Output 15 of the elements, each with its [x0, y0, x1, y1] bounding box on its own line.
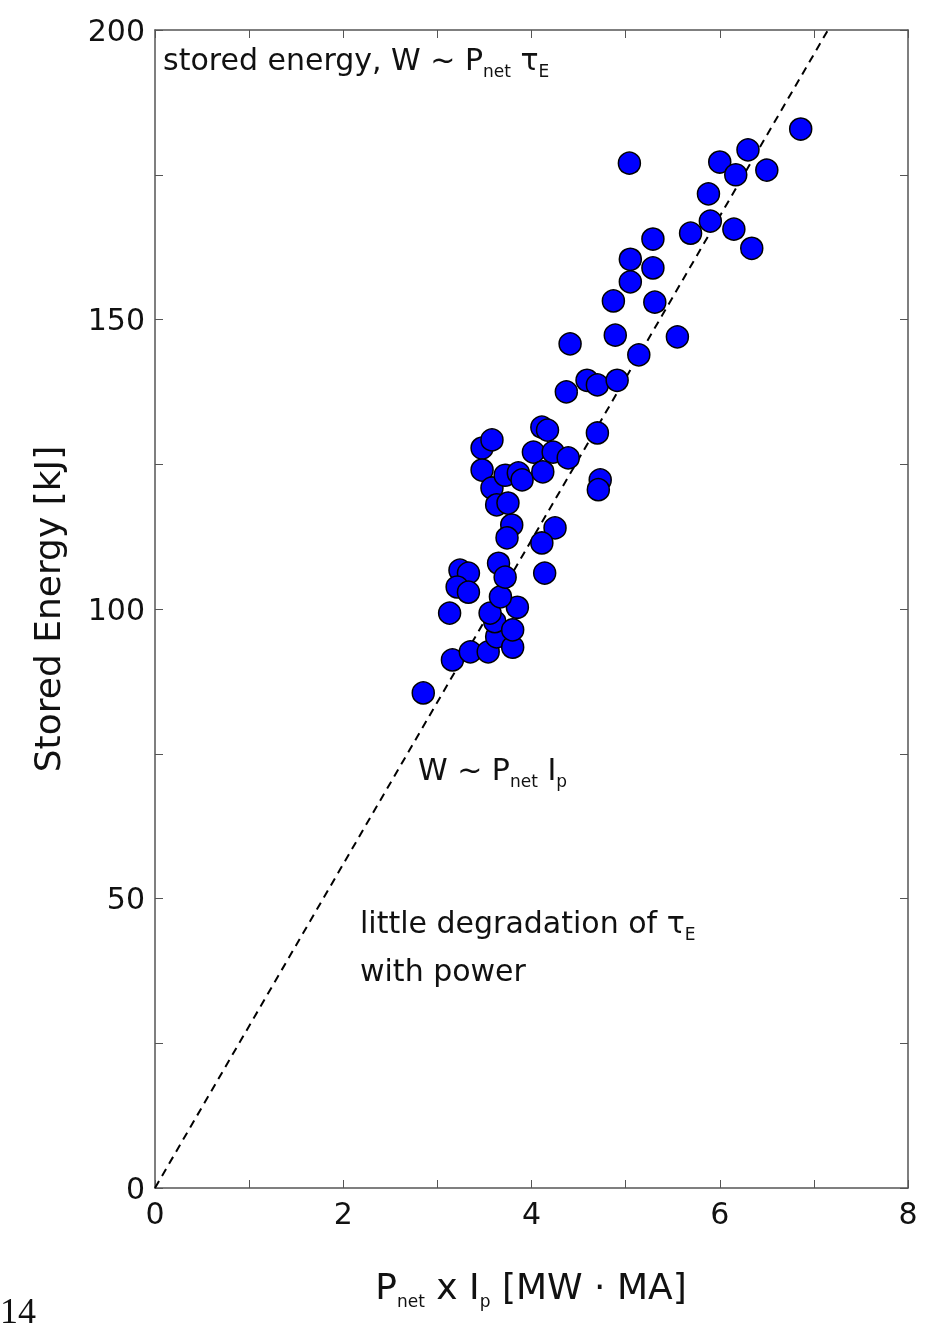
y-tick-label: 50	[106, 881, 145, 916]
x-tick-label: 2	[333, 1195, 353, 1231]
y-tick-label: 150	[87, 302, 145, 337]
x-tick-label: 8	[898, 1195, 918, 1231]
annotation: stored energy, W ~ P$_{net}$ τ$_{E}$	[163, 42, 550, 82]
annotation: W ~ P$_{net}$ I$_{p}$	[418, 752, 568, 792]
x-tick-label: 4	[521, 1195, 542, 1231]
x-axis-title: P$_{net}$ x I$_{p}$ [MW · MA]	[375, 1265, 687, 1312]
y-tick-label: 200	[87, 12, 145, 48]
text: 14	[0, 1290, 36, 1327]
text: little degradation of τ$_{E}$ with power	[360, 905, 696, 988]
y-tick-label: 0	[125, 1170, 145, 1206]
x-tick-label: 6	[710, 1195, 730, 1231]
y-tick-label: 100	[87, 591, 145, 627]
y-axis-title: Stored Energy [kJ]	[26, 445, 70, 773]
